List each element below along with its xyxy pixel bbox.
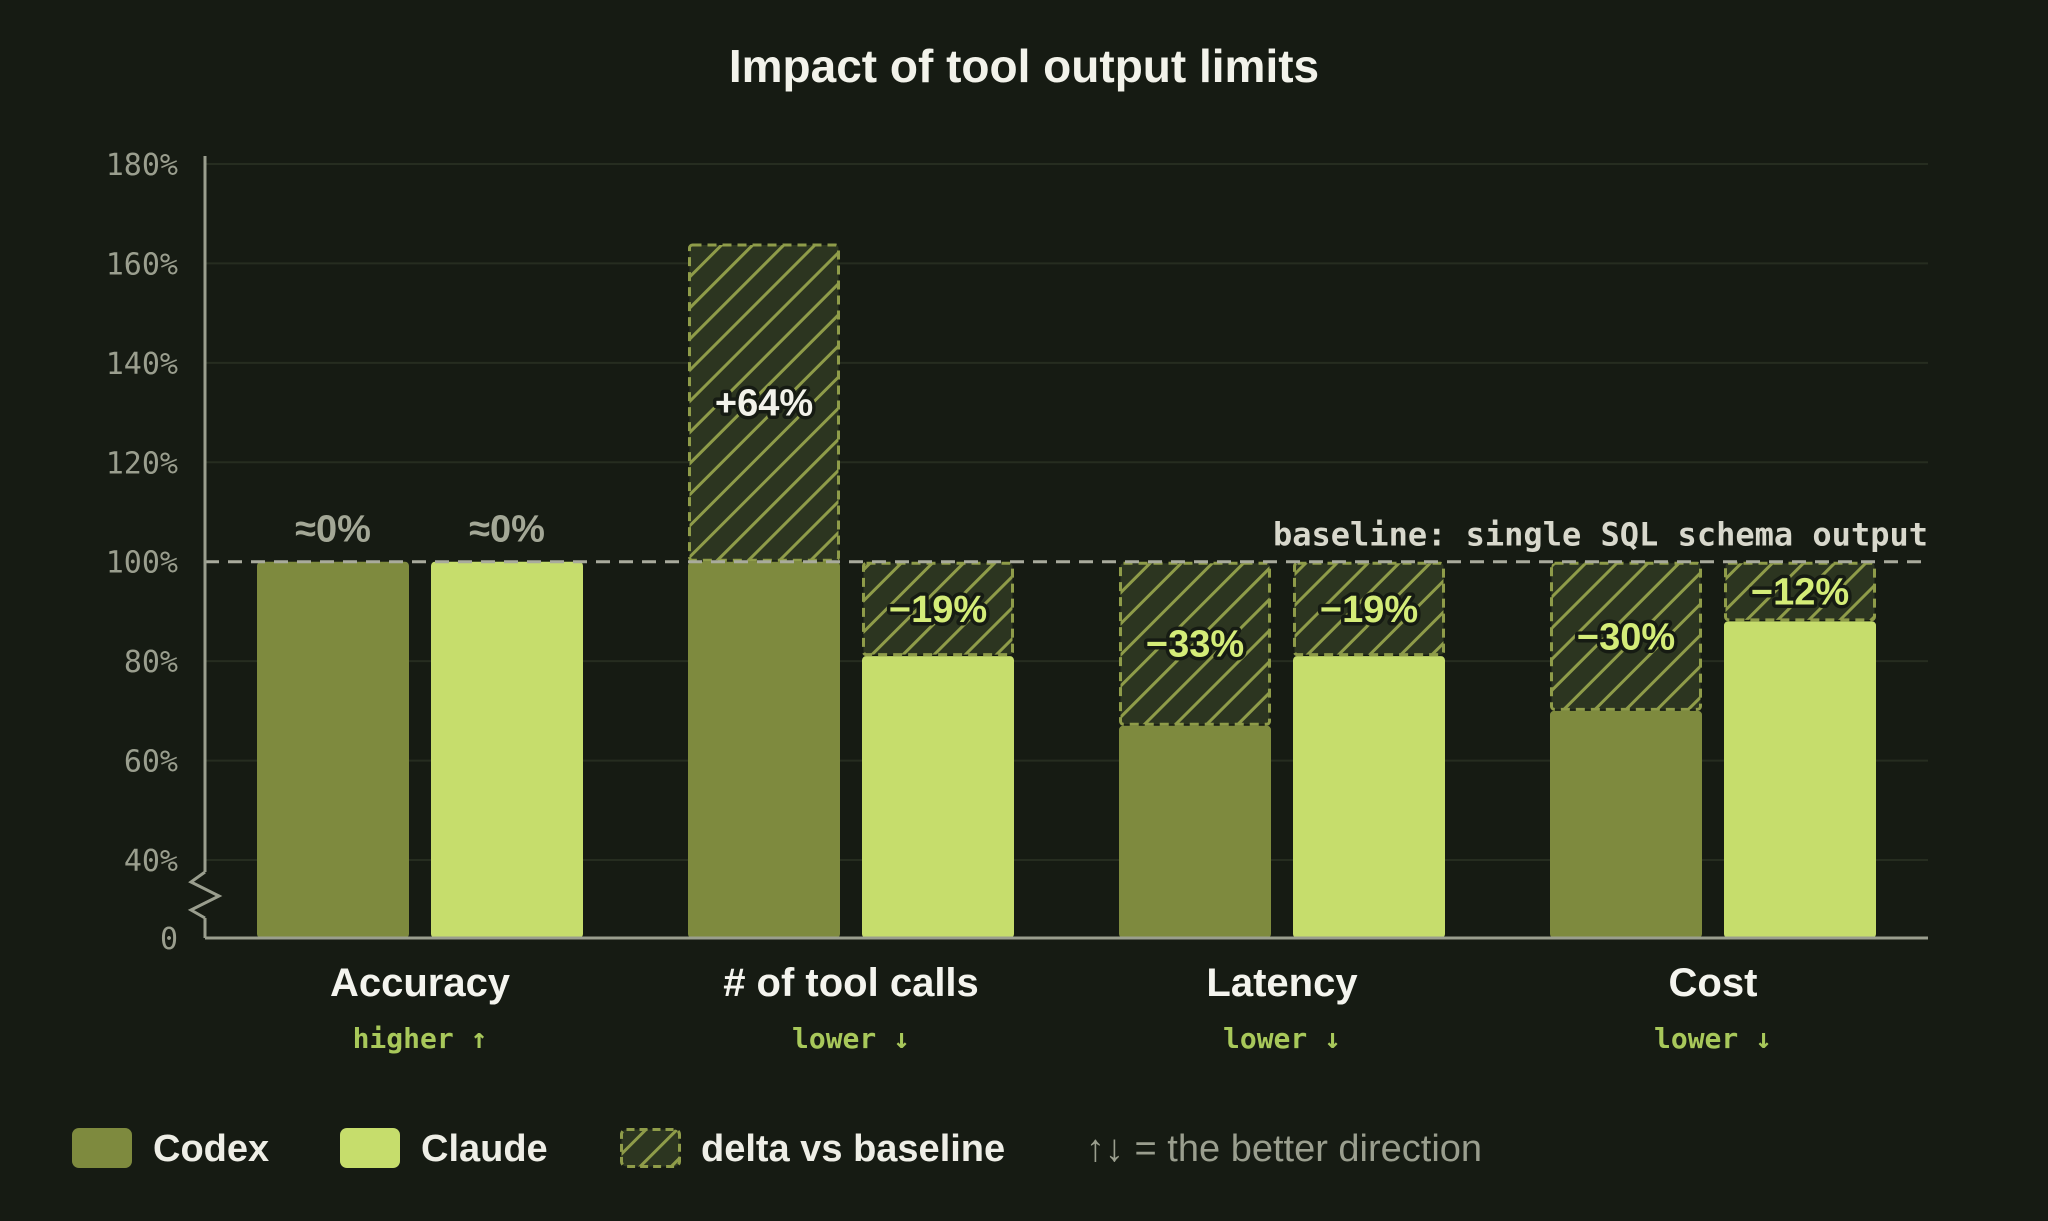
delta-label: −19%: [889, 589, 987, 631]
y-tick-label: 0: [160, 922, 178, 957]
bar-claude: [862, 656, 1014, 938]
legend-note: ↑↓ = the better direction: [1086, 1128, 1482, 1170]
delta-codex: [1119, 561, 1271, 726]
delta-codex: [1550, 561, 1702, 711]
direction-label: lower ↓: [1223, 1022, 1341, 1055]
baseline-label: baseline: single SQL schema output: [1273, 516, 1928, 554]
y-tick-label: 160%: [106, 247, 178, 282]
axis-break: [187, 870, 223, 920]
bar-claude: [1724, 621, 1876, 938]
bar-codex: [688, 561, 840, 938]
y-tick-label: 120%: [106, 446, 178, 481]
legend-swatch-codex: [72, 1128, 132, 1168]
delta-label: −30%: [1577, 616, 1675, 658]
y-tick-label: 100%: [106, 546, 178, 581]
delta-label: −33%: [1146, 624, 1244, 666]
y-tick-label: 80%: [124, 645, 178, 680]
y-tick-label: 60%: [124, 745, 178, 780]
legend-label: Claude: [421, 1128, 548, 1170]
bar-claude: [1293, 656, 1445, 938]
delta-claude: [1293, 561, 1445, 657]
y-tick-label: 180%: [106, 148, 178, 183]
bar-codex: [1550, 710, 1702, 938]
bar-codex: [1119, 725, 1271, 938]
category-label: Accuracy: [330, 961, 511, 1005]
direction-label: lower ↓: [1654, 1022, 1772, 1055]
delta-label: ≈0%: [295, 509, 371, 551]
bar-claude: [431, 561, 583, 938]
legend-swatch-claude: [340, 1128, 400, 1168]
delta-claude: [1724, 561, 1876, 622]
delta-claude: [862, 561, 1014, 657]
y-tick-label: 40%: [124, 844, 178, 879]
category-label: Cost: [1669, 961, 1758, 1005]
category-label: # of tool calls: [723, 961, 979, 1005]
direction-label: lower ↓: [792, 1022, 910, 1055]
legend-label: Codex: [153, 1128, 269, 1170]
legend-label: delta vs baseline: [701, 1128, 1005, 1170]
bar-codex: [257, 561, 409, 938]
legend-swatch-delta: [620, 1128, 681, 1168]
category-label: Latency: [1206, 961, 1358, 1005]
delta-label: +64%: [715, 383, 813, 425]
y-tick-label: 140%: [106, 347, 178, 382]
chart-title: Impact of tool output limits: [729, 40, 1319, 92]
delta-label: −12%: [1751, 572, 1849, 614]
delta-label: −19%: [1320, 589, 1418, 631]
direction-label: higher ↑: [353, 1022, 488, 1055]
delta-label: ≈0%: [469, 509, 545, 551]
